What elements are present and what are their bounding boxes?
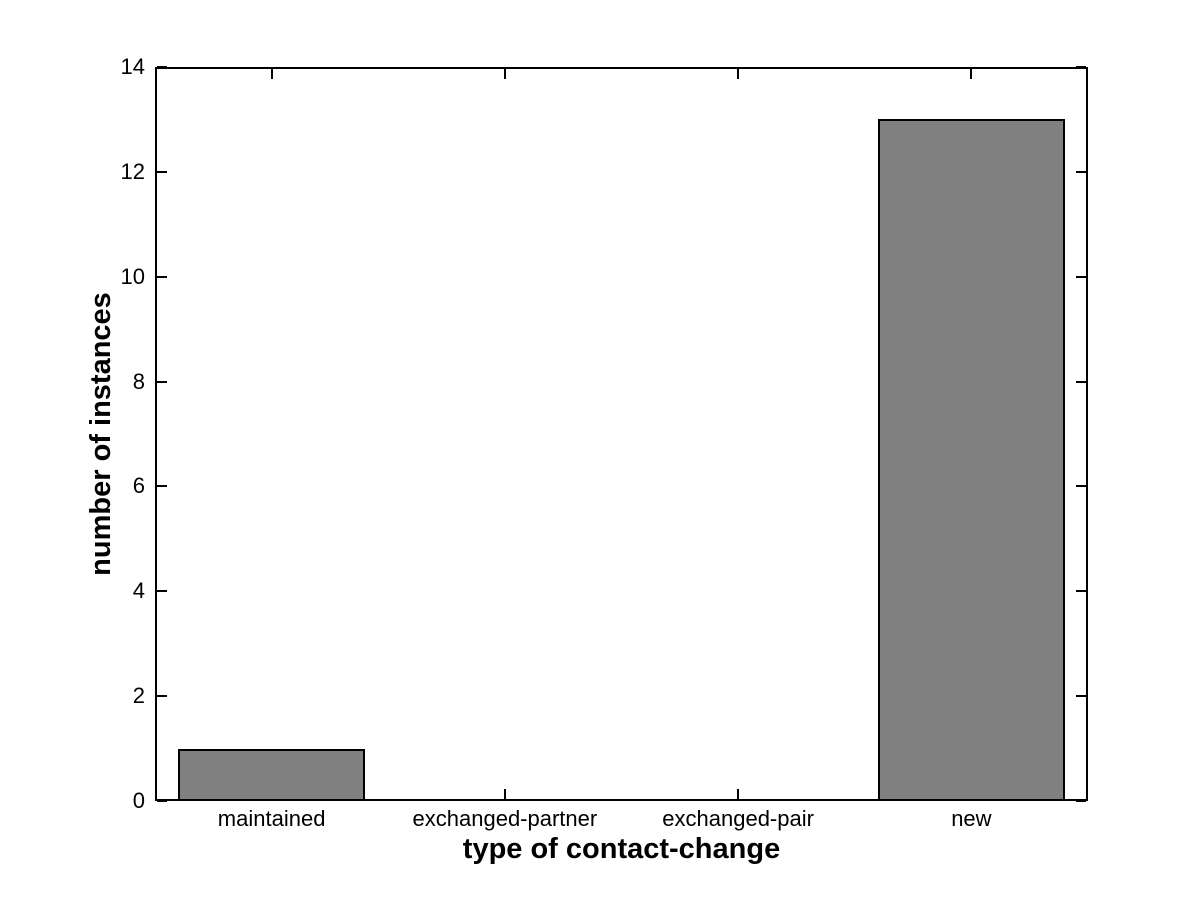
y-tick-label: 6: [132, 473, 145, 499]
y-tick-label: 2: [132, 683, 145, 709]
y-tick-label: 14: [120, 54, 145, 79]
x-tick-label: exchanged-partner: [412, 806, 598, 831]
x-tick-top: [970, 69, 973, 79]
y-tick: [157, 695, 167, 698]
bar-new: [878, 119, 1065, 801]
x-tick-top: [270, 69, 273, 79]
y-tick-label: 12: [120, 158, 145, 184]
bar-maintained: [178, 748, 365, 801]
y-tick-label: 10: [120, 263, 145, 289]
y-tick: [157, 170, 167, 173]
y-tick-right: [1076, 275, 1086, 278]
y-tick: [157, 800, 167, 802]
y-tick-label: 8: [132, 368, 145, 394]
y-tick-right: [1076, 380, 1086, 383]
x-tick-top: [503, 69, 506, 79]
y-tick-right: [1076, 590, 1086, 593]
y-tick-right: [1076, 485, 1086, 488]
x-tick: [503, 789, 506, 799]
y-tick-label: 4: [132, 578, 145, 604]
y-tick: [157, 380, 167, 383]
y-tick-right: [1076, 170, 1086, 173]
x-axis-label: type of contact-change: [462, 833, 781, 865]
x-tick-label: exchanged-pair: [662, 806, 814, 831]
y-tick-right: [1076, 800, 1086, 802]
x-tick-label: new: [951, 806, 992, 831]
y-tick: [157, 590, 167, 593]
y-tick: [157, 66, 167, 68]
x-tick: [737, 789, 740, 799]
y-tick-label: 0: [132, 788, 145, 813]
y-tick: [157, 275, 167, 278]
x-tick-label: maintained: [217, 806, 326, 831]
x-tick-top: [737, 69, 740, 79]
y-tick-right: [1076, 66, 1086, 68]
y-axis-label: number of instances: [85, 292, 117, 576]
y-tick-right: [1076, 695, 1086, 698]
y-tick: [157, 485, 167, 488]
